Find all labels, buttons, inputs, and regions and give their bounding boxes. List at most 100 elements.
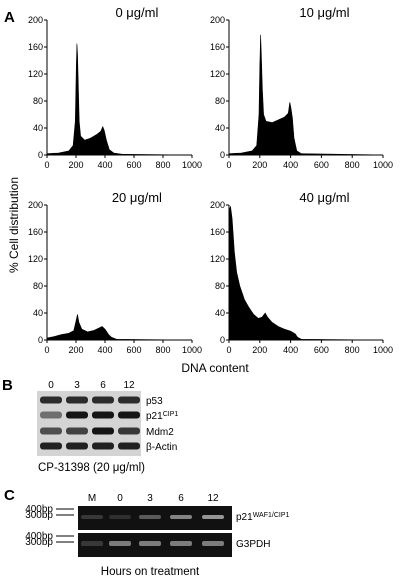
x-tick-label: 200 <box>252 160 267 170</box>
blot-band <box>118 396 140 404</box>
blot-row-label: p53 <box>146 396 163 407</box>
histogram-title: 10 μg/ml <box>299 5 349 20</box>
y-tick-label: 120 <box>210 254 225 264</box>
blot-band <box>92 442 114 450</box>
gel-lane-label: 0 <box>117 493 123 504</box>
x-tick-label: 1000 <box>373 345 393 355</box>
hours-caption: Hours on treatment <box>101 566 200 578</box>
blot-lane-label: 3 <box>74 380 80 391</box>
blot-band <box>92 396 114 404</box>
blot-band <box>92 411 114 419</box>
y-tick-label: 200 <box>28 200 43 210</box>
y-tick-label: 200 <box>210 200 225 210</box>
gel-band-g3pdh <box>81 541 103 546</box>
x-tick-label: 1000 <box>182 160 202 170</box>
gel-row-label: p21WAF1/CIP1 <box>236 512 289 524</box>
size-marker-label: 400bp <box>25 504 53 515</box>
x-tick-label: 800 <box>155 345 170 355</box>
histogram-title: 40 μg/ml <box>299 190 349 205</box>
y-tick-label: 40 <box>33 308 43 318</box>
y-tick-label: 0 <box>38 335 43 345</box>
x-tick-label: 0 <box>226 160 231 170</box>
gel-band-g3pdh <box>139 541 161 546</box>
y-tick-label: 160 <box>210 42 225 52</box>
size-marker-label: 300bp <box>25 510 53 521</box>
y-tick-label: 120 <box>28 69 43 79</box>
gel-band-g3pdh <box>170 541 192 546</box>
panel-b: B 0 3 6 12 p53 p21CIP1 Mdm2 β-Actin CP-31398 (… <box>2 377 178 474</box>
blot-band <box>40 396 62 404</box>
gel-lane-label: 3 <box>147 493 153 504</box>
blot-band <box>118 442 140 450</box>
x-tick-label: 600 <box>314 345 329 355</box>
gel-band-g3pdh <box>109 541 131 546</box>
blot-band <box>40 411 62 419</box>
gel-row-label: G3PDH <box>236 539 270 550</box>
histogram-area <box>228 206 384 341</box>
blot-band <box>66 411 88 419</box>
histogram-area <box>46 43 193 156</box>
panel-a-letter: A <box>4 9 15 26</box>
histogram-title: 20 μg/ml <box>112 190 162 205</box>
histogram-area <box>46 314 193 341</box>
x-tick-label: 800 <box>155 160 170 170</box>
y-tick-label: 80 <box>33 96 43 106</box>
blot-row-label: p21CIP1 <box>146 411 178 423</box>
y-tick-label: 80 <box>215 281 225 291</box>
y-tick-label: 120 <box>28 254 43 264</box>
y-tick-label: 200 <box>210 15 225 25</box>
y-tick-label: 160 <box>210 227 225 237</box>
blot-band <box>40 427 62 435</box>
gel-lane-label: 12 <box>207 493 219 504</box>
x-tick-label: 0 <box>44 160 49 170</box>
y-tick-label: 0 <box>220 335 225 345</box>
blot-band <box>66 427 88 435</box>
x-tick-label: 800 <box>345 345 360 355</box>
blot-row-label: Mdm2 <box>146 427 174 438</box>
x-tick-label: 0 <box>44 345 49 355</box>
y-tick-label: 160 <box>28 42 43 52</box>
gel-band-p21 <box>202 515 224 519</box>
gel-band-p21 <box>109 515 131 519</box>
histogram-2: 0 40 80 120 160 200 0 200 400 600 800 1000 10 μg/ml <box>210 5 393 170</box>
y-tick-label: 80 <box>33 281 43 291</box>
y-tick-label: 200 <box>28 15 43 25</box>
panel-b-letter: B <box>2 377 13 394</box>
y-tick-label: 120 <box>210 69 225 79</box>
panel-a-ylabel: % Cell distribution <box>7 177 21 273</box>
blot-band <box>66 442 88 450</box>
size-marker-label: 300bp <box>25 537 53 548</box>
blot-lane-label: 0 <box>48 380 54 391</box>
x-tick-label: 600 <box>126 345 141 355</box>
blot-band <box>40 442 62 450</box>
blot-lane-label: 12 <box>123 380 135 391</box>
x-tick-label: 400 <box>283 345 298 355</box>
y-tick-label: 40 <box>215 123 225 133</box>
blot-row-label: β-Actin <box>146 442 177 453</box>
x-tick-label: 1000 <box>373 160 393 170</box>
y-tick-label: 80 <box>215 96 225 106</box>
histogram-area <box>228 34 384 156</box>
treatment-caption: CP-31398 (20 μg/ml) <box>38 462 145 474</box>
gel-lane-label: M <box>88 493 96 504</box>
size-marker-label: 400bp <box>25 531 53 542</box>
y-tick-label: 40 <box>33 123 43 133</box>
x-tick-label: 0 <box>226 345 231 355</box>
histogram-title: 0 μg/ml <box>115 5 158 20</box>
histogram-4: 0 40 80 120 160 200 0 200 400 600 800 1000 40 μg/ml <box>210 190 393 355</box>
gel-band-p21 <box>170 515 192 519</box>
x-tick-label: 800 <box>345 160 360 170</box>
y-tick-label: 160 <box>28 227 43 237</box>
blot-band <box>92 427 114 435</box>
gel-lane-label: 6 <box>178 493 184 504</box>
blot-lane-label: 6 <box>100 380 106 391</box>
x-tick-label: 200 <box>68 160 83 170</box>
x-tick-label: 400 <box>97 345 112 355</box>
y-tick-label: 0 <box>38 150 43 160</box>
x-tick-label: 200 <box>68 345 83 355</box>
x-tick-label: 400 <box>97 160 112 170</box>
blot-band <box>66 396 88 404</box>
y-tick-label: 40 <box>215 308 225 318</box>
gel-band-p21 <box>139 515 161 519</box>
